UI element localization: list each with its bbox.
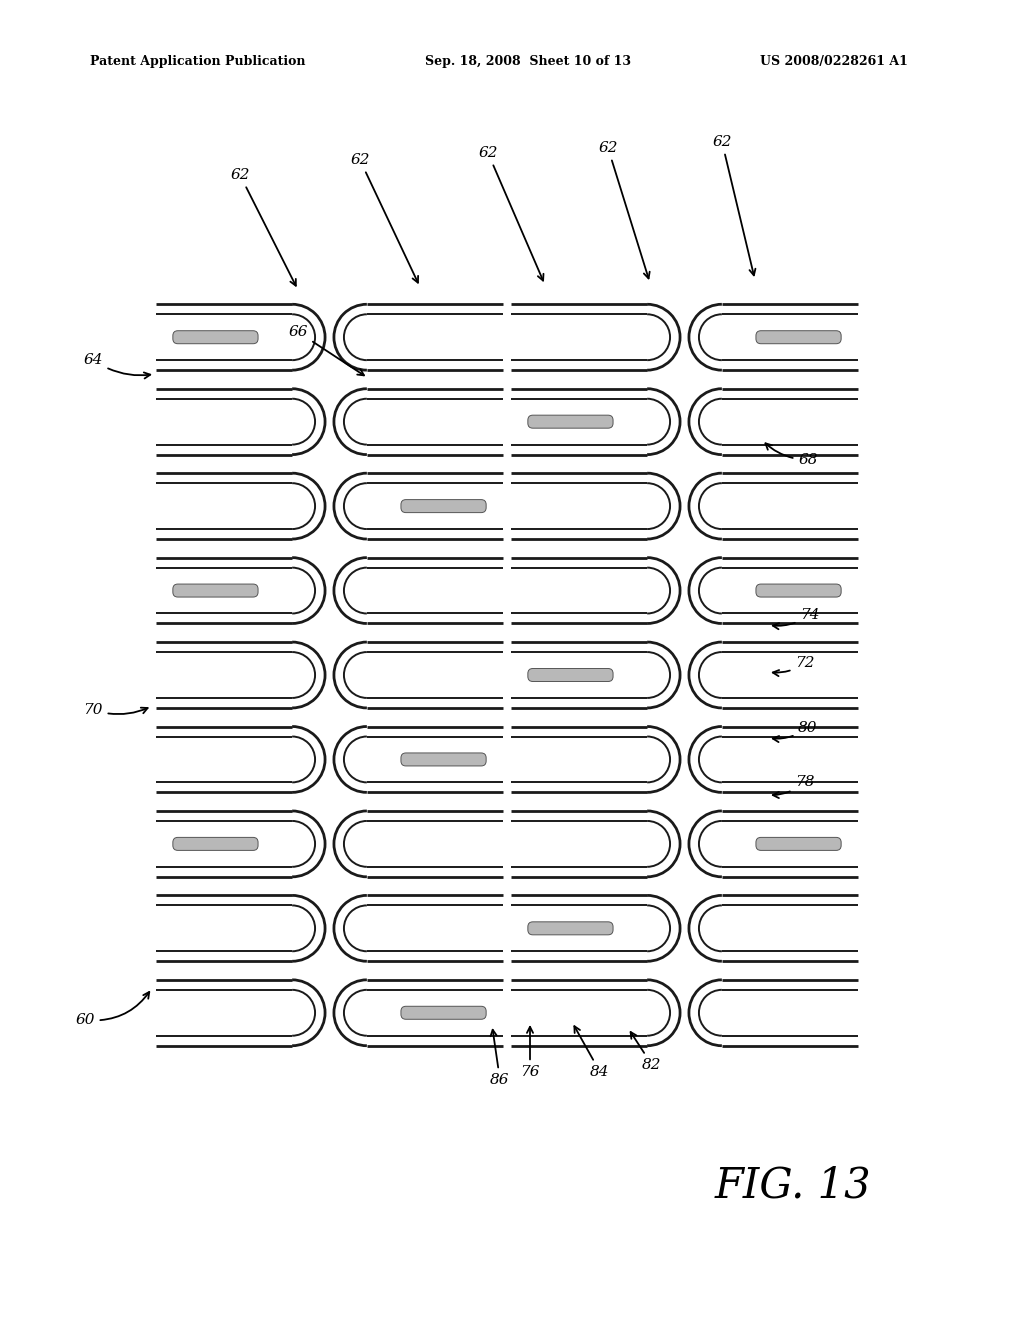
FancyBboxPatch shape — [527, 668, 613, 681]
FancyBboxPatch shape — [756, 583, 841, 597]
FancyBboxPatch shape — [401, 752, 486, 766]
Text: 62: 62 — [478, 147, 544, 281]
Text: US 2008/0228261 A1: US 2008/0228261 A1 — [760, 55, 908, 69]
Text: 64: 64 — [83, 352, 151, 379]
Text: 78: 78 — [773, 775, 815, 799]
Text: 60: 60 — [75, 991, 150, 1027]
Text: 62: 62 — [230, 168, 296, 285]
FancyBboxPatch shape — [527, 416, 613, 428]
FancyBboxPatch shape — [173, 331, 258, 343]
Text: 68: 68 — [766, 444, 818, 467]
Text: 82: 82 — [631, 1032, 662, 1072]
FancyBboxPatch shape — [756, 331, 841, 343]
Text: 66: 66 — [288, 325, 364, 375]
Text: 86: 86 — [490, 1030, 510, 1086]
Text: 74: 74 — [773, 609, 820, 630]
FancyBboxPatch shape — [401, 1006, 486, 1019]
Text: Patent Application Publication: Patent Application Publication — [90, 55, 305, 69]
Text: Sep. 18, 2008  Sheet 10 of 13: Sep. 18, 2008 Sheet 10 of 13 — [425, 55, 631, 69]
FancyBboxPatch shape — [401, 499, 486, 512]
Text: 62: 62 — [713, 135, 756, 276]
FancyBboxPatch shape — [527, 921, 613, 935]
Text: 76: 76 — [520, 1027, 540, 1078]
Text: FIG. 13: FIG. 13 — [715, 1164, 871, 1206]
FancyBboxPatch shape — [173, 837, 258, 850]
FancyBboxPatch shape — [756, 837, 841, 850]
Text: 80: 80 — [773, 721, 818, 742]
Text: 62: 62 — [350, 153, 418, 282]
Text: 84: 84 — [574, 1026, 609, 1078]
Text: 70: 70 — [83, 704, 147, 717]
Text: 62: 62 — [598, 141, 649, 279]
Text: 72: 72 — [773, 656, 815, 676]
FancyBboxPatch shape — [173, 583, 258, 597]
